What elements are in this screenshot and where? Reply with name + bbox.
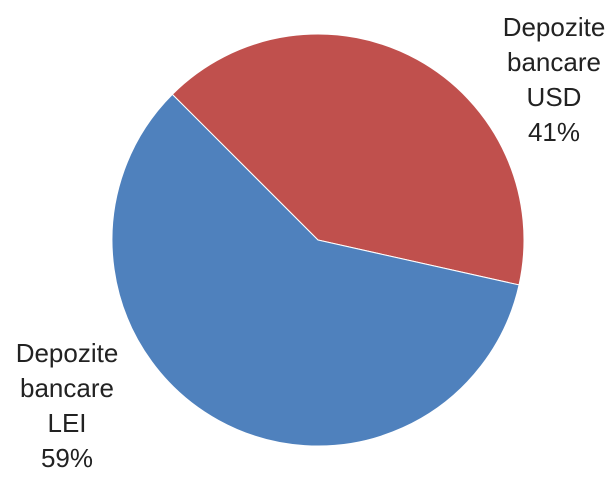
slice-name-line: bancare (507, 47, 601, 77)
pie-slice-1 (111, 93, 520, 447)
slice-name-line: bancare (20, 373, 114, 403)
slice-value-label: 59% (41, 443, 93, 473)
pie-slices (111, 33, 525, 447)
slice-name-line: Depozite (503, 12, 606, 42)
pie-slice-0 (171, 33, 525, 286)
slice-label-1: Depozite bancare LEI 59% (16, 338, 119, 473)
pie-labels: Depozite bancare USD 41% Depozite bancare LEI 5… (16, 12, 606, 473)
slice-name-line: USD (527, 82, 582, 112)
slice-name-line: LEI (47, 408, 86, 438)
slice-name-line: Depozite (16, 338, 119, 368)
slice-label-0: Depozite bancare USD 41% (503, 12, 606, 147)
slice-value-label: 41% (528, 117, 580, 147)
